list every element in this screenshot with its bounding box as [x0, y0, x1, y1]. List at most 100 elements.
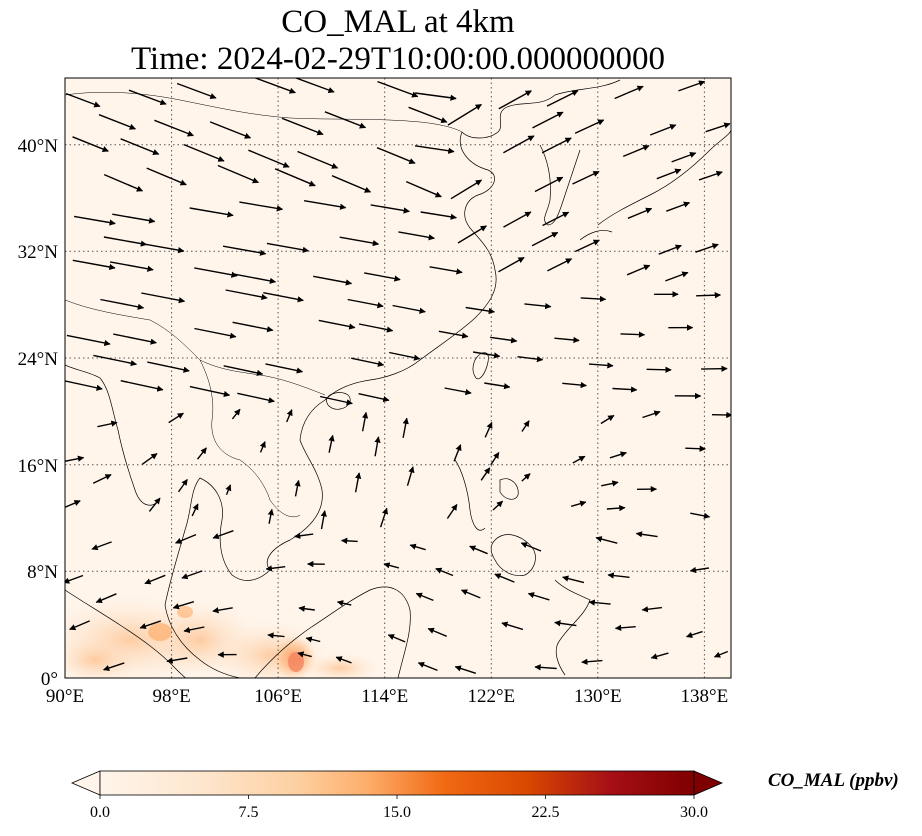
wind-arrow: [358, 393, 390, 403]
wind-arrow: [521, 473, 531, 482]
wind-arrow: [141, 453, 158, 465]
wind-arrow: [405, 180, 442, 198]
wind-arrow: [265, 363, 304, 374]
wind-arrow: [305, 636, 321, 643]
wind-arrow: [181, 570, 203, 580]
wind-arrow: [147, 361, 190, 373]
colorbar-label: CO_MAL (ppbv): [768, 770, 899, 791]
wind-arrow: [414, 145, 455, 154]
wind-arrow: [656, 168, 682, 180]
wind-arrow: [635, 531, 658, 538]
wind-arrow: [254, 78, 296, 94]
wind-arrow: [176, 82, 217, 99]
wind-arrow: [627, 207, 653, 219]
wind-arrow: [194, 327, 237, 339]
wind-arrow: [194, 267, 238, 278]
wind-arrow: [685, 445, 706, 452]
wind-arrow: [696, 292, 722, 299]
wind-arrow: [498, 256, 525, 273]
colorbar: 0.0 7.5 15.0 22.5 30.0: [70, 770, 724, 821]
wind-arrow: [453, 444, 462, 462]
wind-arrow: [713, 650, 729, 658]
wind-arrow: [72, 136, 109, 153]
wind-arrow: [420, 211, 457, 220]
wind-arrow: [331, 175, 372, 193]
wind-arrow: [347, 298, 384, 309]
wind-arrow: [231, 408, 241, 420]
wind-arrow: [97, 420, 118, 428]
wind-arrow: [154, 119, 194, 137]
wind-arrow: [239, 201, 284, 212]
wind-arrow: [572, 455, 586, 464]
wind-arrow: [409, 543, 426, 551]
wind-arrow: [148, 497, 161, 512]
wind-arrow: [297, 651, 312, 658]
wind-arrow: [267, 632, 285, 639]
y-tick-label: 0°: [41, 669, 58, 690]
wind-arrow: [183, 143, 225, 162]
wind-arrow: [480, 467, 491, 481]
wind-arrow: [447, 103, 482, 126]
wind-arrow: [650, 652, 669, 660]
wind-arrow: [406, 466, 415, 486]
wind-arrow: [601, 480, 619, 487]
map-frame: [64, 77, 732, 679]
y-axis-ticks: 0° 8°N 16°N 24°N 32°N 40°N: [18, 136, 59, 690]
wind-arrow: [383, 562, 400, 569]
wind-arrow: [606, 504, 626, 512]
wind-arrow: [646, 366, 672, 373]
wind-arrow: [222, 245, 267, 256]
wind-arrow: [490, 451, 500, 466]
wind-arrow: [233, 273, 277, 284]
wind-arrow: [498, 90, 532, 110]
wind-arrow: [465, 306, 496, 315]
wind-arrow: [562, 575, 585, 584]
colorbar-tick-label: 7.5: [239, 804, 259, 821]
wind-arrow: [454, 665, 477, 674]
wind-arrow: [607, 572, 630, 579]
wind-arrow: [189, 385, 231, 398]
wind-arrow: [387, 634, 406, 643]
wind-arrow: [438, 330, 469, 339]
wind-arrow: [521, 420, 530, 432]
wind-arrow: [146, 167, 187, 186]
wind-arrow: [527, 592, 550, 601]
wind-arrow: [484, 421, 493, 438]
x-tick-label: 106°E: [254, 686, 302, 707]
wind-arrow: [588, 599, 611, 606]
wind-arrow: [534, 664, 557, 671]
wind-arrow: [65, 574, 84, 584]
wind-arrow: [303, 200, 347, 210]
wind-arrow: [361, 411, 369, 432]
wind-arrow: [232, 321, 274, 333]
wind-arrow: [571, 500, 587, 507]
wind-arrow: [92, 473, 112, 484]
wind-arrow: [196, 447, 207, 460]
wind-arrow: [351, 357, 385, 367]
wind-arrow: [91, 541, 112, 551]
map-background: [65, 78, 731, 678]
x-tick-label: 114°E: [361, 686, 408, 707]
x-tick-label: 90°E: [46, 686, 84, 707]
wind-arrow: [183, 626, 205, 634]
wind-arrow: [73, 215, 116, 226]
colorbar-tick-label: 0.0: [90, 804, 110, 821]
wind-arrow: [93, 354, 138, 367]
wind-arrow: [364, 272, 401, 282]
wind-arrow: [574, 119, 605, 134]
wind-arrow: [237, 392, 275, 404]
wind-arrow: [189, 207, 234, 218]
wind-arrow: [263, 292, 304, 303]
wind-arrow: [472, 351, 501, 359]
wind-arrow: [492, 500, 504, 511]
wind-arrow: [66, 334, 111, 347]
wind-arrow: [444, 387, 472, 396]
wind-arrow: [374, 436, 381, 457]
x-tick-label: 122°E: [467, 686, 515, 707]
wind-arrow: [109, 261, 154, 272]
wind-arrow: [642, 410, 661, 419]
wind-arrow: [339, 236, 380, 247]
wind-arrow: [328, 434, 335, 453]
coastlines: [65, 79, 731, 678]
y-tick-label: 40°N: [18, 136, 59, 157]
